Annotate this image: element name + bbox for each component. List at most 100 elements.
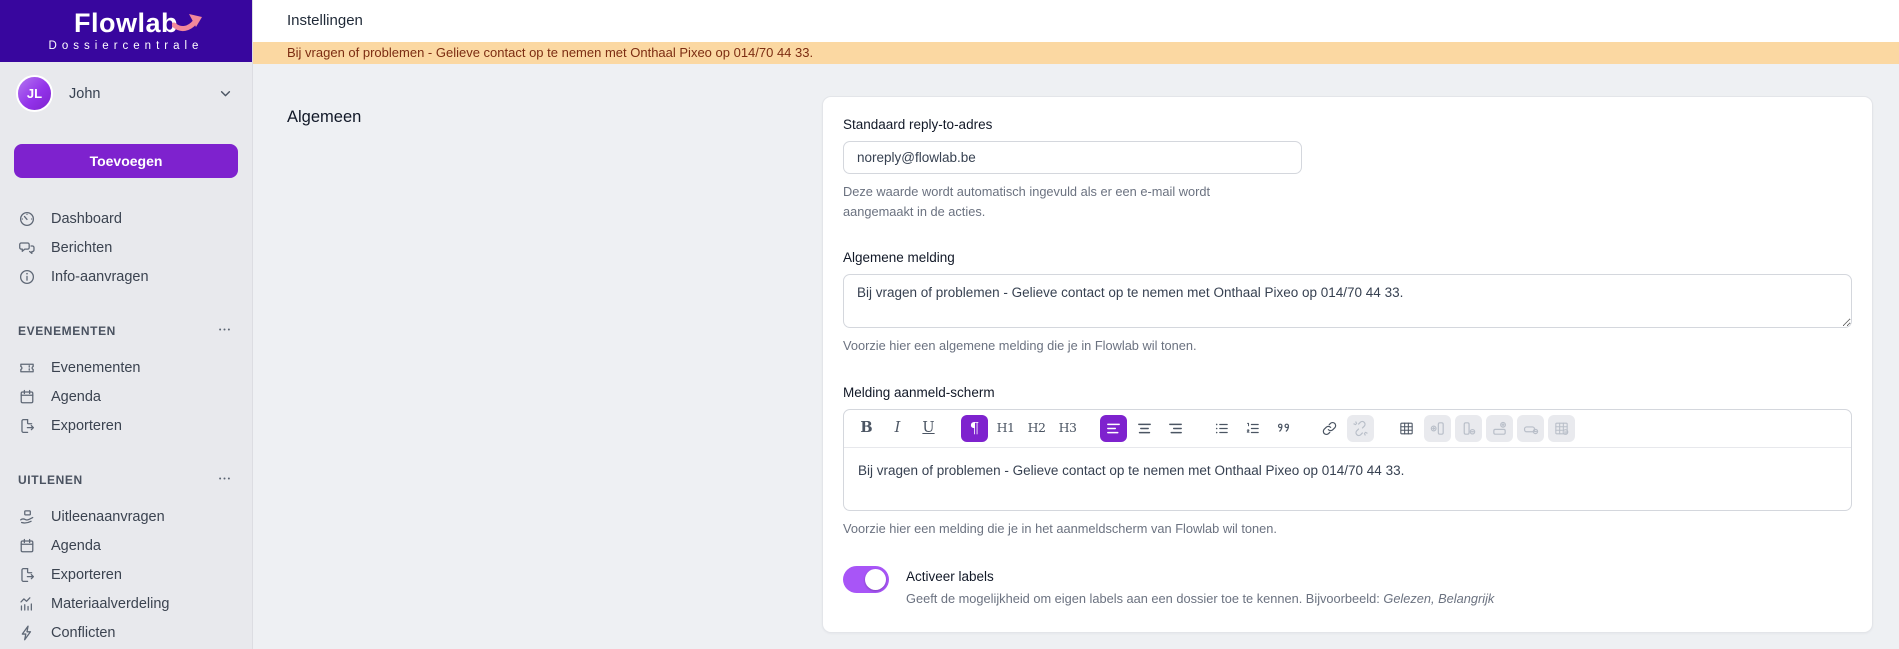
main-area: Instellingen Bij vragen of problemen - G… [253,0,1899,649]
section-menu-button[interactable] [215,469,234,491]
labels-toggle[interactable] [843,566,889,593]
reply-to-input[interactable] [843,140,1302,174]
sidebar-nav: Dashboard Berichten Info-aanvragen [0,204,252,291]
sidebar-item-uitlenen-conflicten[interactable]: Conflicten [0,618,252,647]
bold-button[interactable]: B [853,415,880,442]
align-left-button[interactable] [1100,415,1127,443]
sidebar-item-label: Materiaalverdeling [51,595,170,612]
blockquote-button[interactable] [1270,415,1297,442]
add-button[interactable]: Toevoegen [14,144,238,178]
section-heading: Algemeen [287,64,822,127]
add-column-button[interactable] [1424,415,1451,443]
sidebar-item-uitlenen-materiaalverdeling[interactable]: Materiaalverdeling [0,589,252,618]
delete-row-button[interactable] [1517,415,1544,443]
align-right-button[interactable] [1162,415,1189,442]
general-message-textarea[interactable]: Bij vragen of problemen - Gelieve contac… [843,274,1852,329]
bullet-list-button[interactable] [1208,415,1235,442]
delete-table-icon [1553,420,1570,437]
settings-card: Standaard reply-to-adres Deze waarde wor… [822,95,1873,633]
sidebar-item-evenementen-agenda[interactable]: Agenda [0,382,252,411]
rich-text-editor: B I U ¶ H1 H2 H3 Bij vragen of problemen - Gel… [843,409,1852,512]
sidebar-item-label: Exporteren [51,417,122,434]
ticket-icon [18,359,36,377]
calendar-icon [18,388,36,406]
add-column-icon [1429,420,1446,437]
delete-column-icon [1460,420,1477,437]
login-message-field-group: Melding aanmeld-scherm B I U ¶ H1 H2 H3 Bij vr… [843,385,1852,539]
ordered-list-button[interactable] [1239,415,1266,442]
underline-button[interactable]: U [915,415,942,442]
user-menu[interactable]: JL John [0,62,252,112]
info-circle-icon [18,268,36,286]
link-button[interactable] [1316,415,1343,442]
calendar-icon [18,537,36,555]
sidebar-item-label: Info-aanvragen [51,268,149,285]
logo-wordmark: Flowlab [74,10,202,37]
reply-to-label: Standaard reply-to-adres [843,116,993,132]
sidebar-item-label: Agenda [51,537,101,554]
login-message-help: Voorzie hier een melding die je in het a… [843,521,1277,537]
editor-content[interactable]: Bij vragen of problemen - Gelieve contac… [858,463,1405,479]
align-right-icon [1167,420,1184,437]
italic-button[interactable]: I [884,415,911,442]
delete-table-button[interactable] [1548,415,1575,443]
sidebar-sections: EVENEMENTEN Evenementen Agenda Exportere… [0,291,252,647]
link-icon [1321,420,1338,437]
align-center-button[interactable] [1131,415,1158,442]
labels-toggle-help: Geeft de mogelijkheid om eigen labels aa… [906,591,1494,606]
delete-column-button[interactable] [1455,415,1482,443]
logo: Flowlab Dossiercentrale [0,0,252,62]
avatar: JL [16,75,53,112]
insert-table-button[interactable] [1393,415,1420,442]
blockquote-icon [1275,420,1292,437]
pilcrow-icon: ¶ [969,419,980,438]
general-message-field-group: Algemene melding Bij vragen of problemen… [843,250,1852,356]
heading1-button[interactable]: H1 [992,415,1019,442]
heading2-button[interactable]: H2 [1023,415,1050,442]
labels-toggle-help-example: Gelezen, Belangrijk [1383,591,1495,606]
gauge-icon [18,210,36,228]
sidebar-item-uitlenen-uitleenaanvragen[interactable]: Uitleenaanvragen [0,502,252,531]
unlink-icon [1352,420,1369,437]
notice-banner: Bij vragen of problemen - Gelieve contac… [253,41,1899,64]
user-name: John [69,85,101,102]
h2-icon: H2 [1027,420,1046,436]
sidebar-item-info-aanvragen[interactable]: Info-aanvragen [0,262,252,291]
section-title: Algemeen [287,107,362,126]
section-menu-button[interactable] [215,320,234,342]
labels-toggle-group: Activeer labels Geeft de mogelijkheid om… [843,566,1852,606]
bullet-list-icon [1213,420,1230,437]
editor-toolbar: B I U ¶ H1 H2 H3 [844,410,1851,449]
delete-row-icon [1522,420,1539,437]
sidebar-item-uitlenen-agenda[interactable]: Agenda [0,531,252,560]
ordered-list-icon [1244,420,1261,437]
logo-arrow-icon [171,12,206,39]
sidebar-item-evenementen-exporteren[interactable]: Exporteren [0,411,252,440]
content: Algemeen Standaard reply-to-adres Deze w… [253,64,1899,649]
add-row-button[interactable] [1486,415,1513,443]
sidebar-item-dashboard[interactable]: Dashboard [0,204,252,233]
general-message-label: Algemene melding [843,250,955,266]
sidebar-item-label: Uitleenaanvragen [51,508,165,525]
sidebar-item-label: Conflicten [51,624,116,641]
notice-banner-text: Bij vragen of problemen - Gelieve contac… [287,45,814,61]
sidebar-item-evenementen-evenementen[interactable]: Evenementen [0,353,252,382]
file-export-icon [18,417,36,435]
unlink-button[interactable] [1347,415,1374,443]
heading3-button[interactable]: H3 [1054,415,1081,442]
chat-bubbles-icon [18,239,36,257]
toggle-knob [865,569,886,590]
logo-subtitle: Dossiercentrale [48,40,204,52]
sidebar-item-label: Agenda [51,388,101,405]
chevron-down-icon[interactable] [217,85,234,102]
h1-icon: H1 [996,420,1015,436]
sidebar: Flowlab Dossiercentrale JL John Toevoege… [0,0,253,649]
sidebar-item-berichten[interactable]: Berichten [0,233,252,262]
chart-icon [18,595,36,613]
general-message-help: Voorzie hier een algemene melding die je… [843,338,1197,354]
paragraph-button[interactable]: ¶ [961,415,988,443]
sidebar-item-uitlenen-exporteren[interactable]: Exporteren [0,560,252,589]
align-left-icon [1105,420,1122,437]
reply-to-field-group: Standaard reply-to-adres Deze waarde wor… [843,117,1852,222]
section-title: EVENEMENTEN [18,324,116,338]
